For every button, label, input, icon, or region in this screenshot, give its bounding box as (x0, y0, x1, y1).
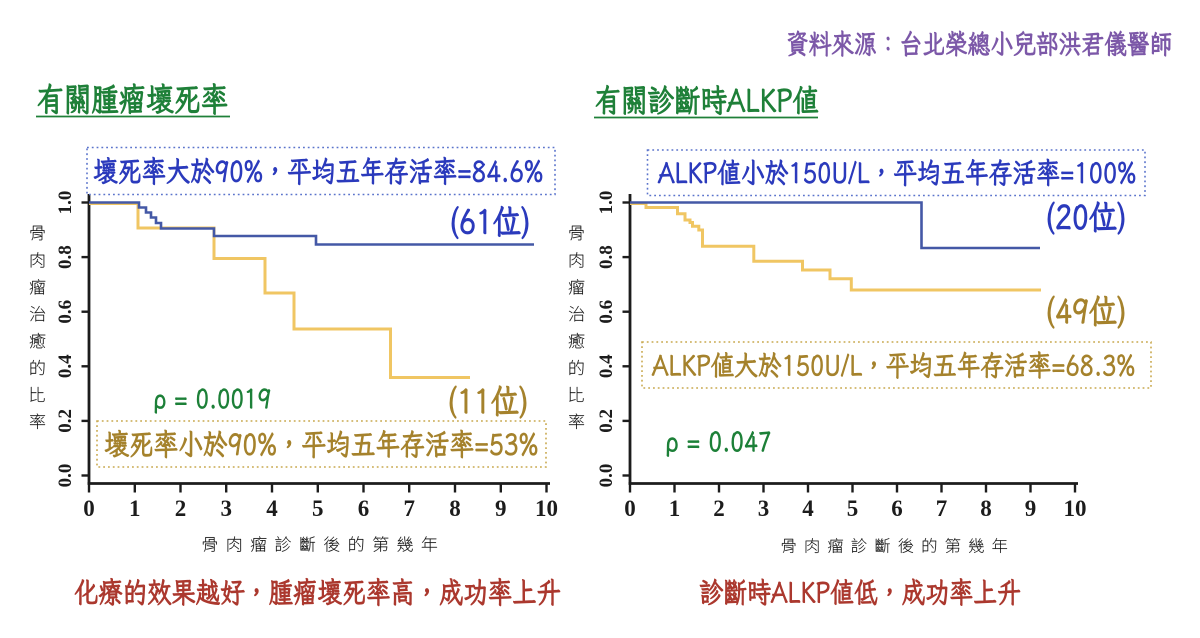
svg-text:0: 0 (624, 496, 636, 521)
svg-text:1: 1 (129, 496, 141, 521)
svg-text:6: 6 (891, 496, 903, 521)
svg-text:5: 5 (312, 496, 324, 521)
svg-text:0.6: 0.6 (596, 300, 617, 324)
svg-text:0.8: 0.8 (596, 245, 617, 269)
svg-text:0.2: 0.2 (596, 409, 617, 433)
svg-text:0.2: 0.2 (55, 409, 76, 433)
svg-text:0.4: 0.4 (596, 354, 617, 378)
svg-text:6: 6 (358, 496, 370, 521)
svg-text:10: 10 (535, 496, 558, 521)
svg-text:8: 8 (449, 496, 461, 521)
svg-text:9: 9 (1025, 496, 1037, 521)
svg-text:8: 8 (980, 496, 992, 521)
svg-text:0: 0 (83, 496, 95, 521)
svg-text:4: 4 (802, 496, 814, 521)
svg-text:1.0: 1.0 (55, 191, 76, 215)
svg-text:1: 1 (669, 496, 681, 521)
svg-text:7: 7 (403, 496, 415, 521)
svg-text:2: 2 (175, 496, 187, 521)
svg-text:0.0: 0.0 (596, 464, 617, 488)
svg-text:4: 4 (266, 496, 278, 521)
svg-text:0.6: 0.6 (55, 300, 76, 324)
svg-text:0.0: 0.0 (55, 464, 76, 488)
svg-text:1.0: 1.0 (596, 191, 617, 215)
svg-text:5: 5 (847, 496, 859, 521)
svg-text:9: 9 (495, 496, 507, 521)
svg-text:3: 3 (220, 496, 232, 521)
svg-text:3: 3 (758, 496, 770, 521)
svg-text:10: 10 (1064, 496, 1087, 521)
svg-text:7: 7 (936, 496, 948, 521)
svg-text:0.8: 0.8 (55, 245, 76, 269)
svg-text:0.4: 0.4 (55, 354, 76, 378)
svg-text:2: 2 (713, 496, 725, 521)
